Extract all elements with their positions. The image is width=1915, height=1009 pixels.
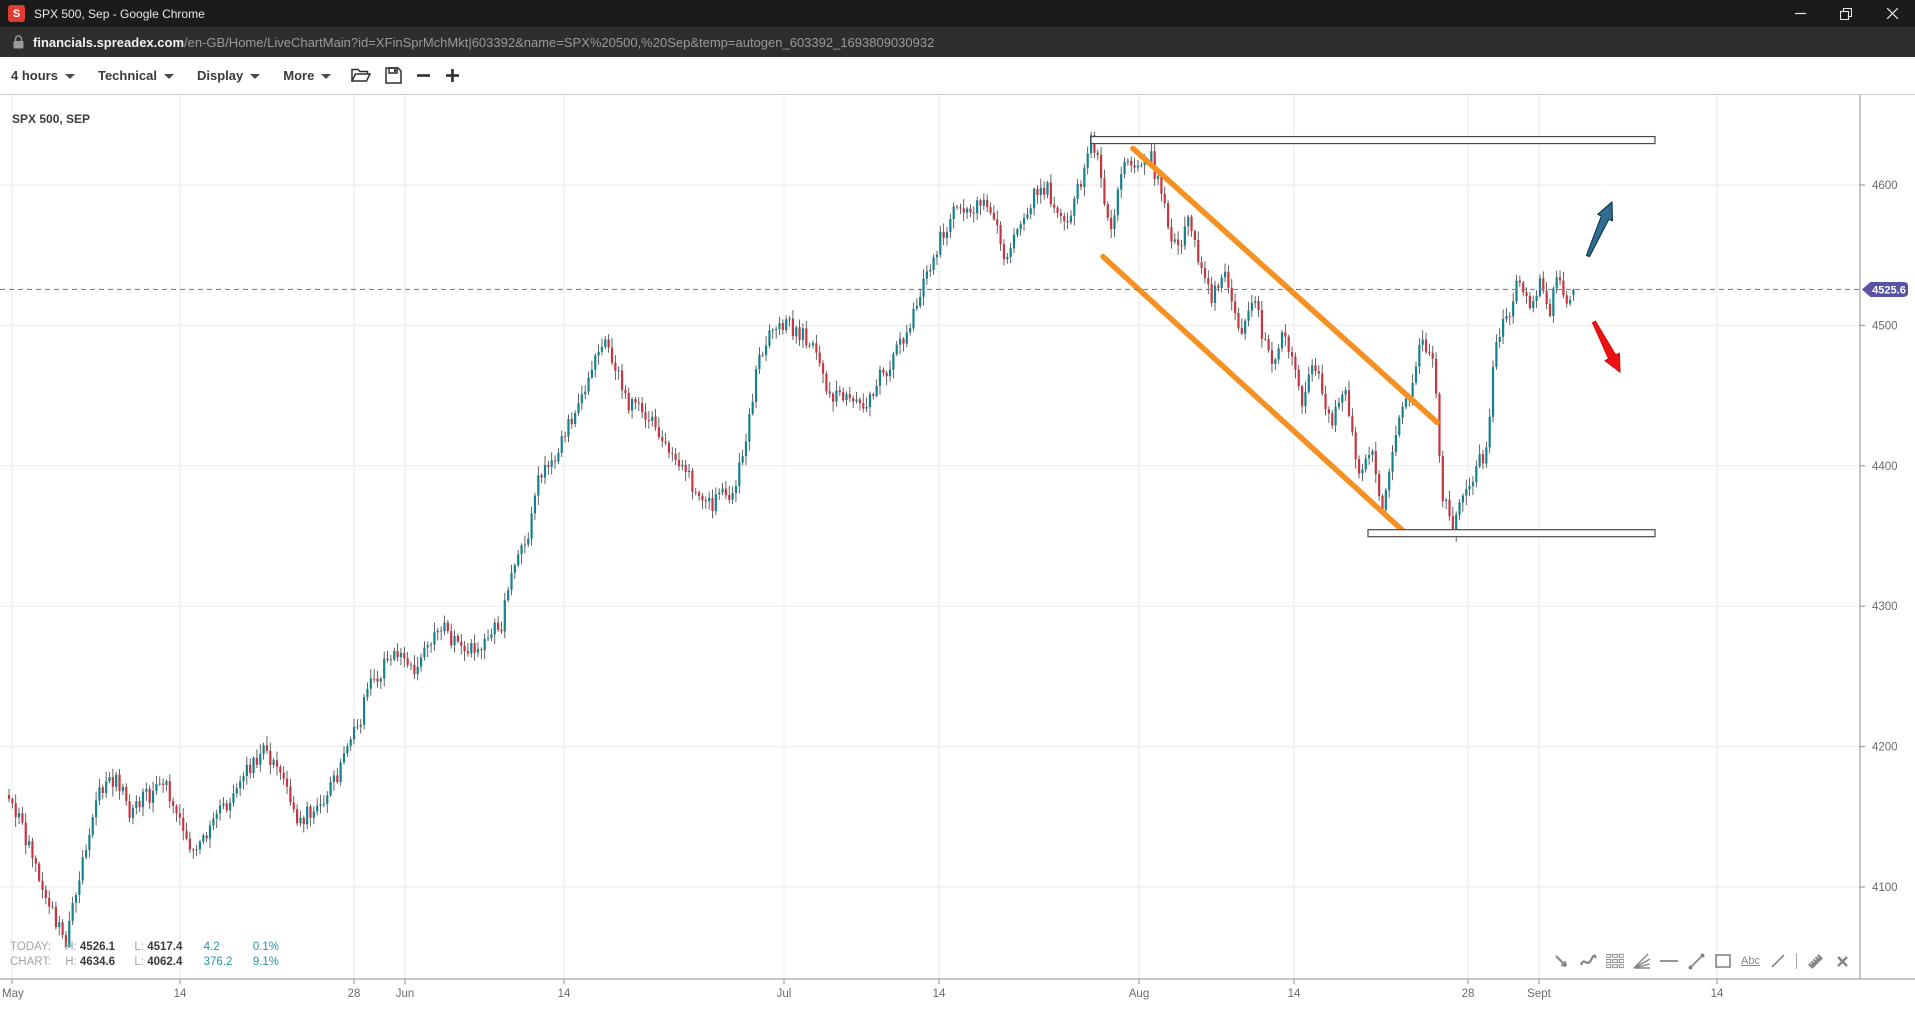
y-tick-label: 4100 bbox=[1872, 882, 1898, 894]
channel-lower-line[interactable] bbox=[1100, 253, 1407, 535]
chevron-down-icon bbox=[64, 74, 75, 79]
close-button[interactable] bbox=[1869, 0, 1915, 27]
display-dropdown-label: Display bbox=[196, 68, 244, 83]
x-tick-label: 28 bbox=[348, 988, 361, 1000]
restore-icon bbox=[1840, 7, 1852, 20]
low-prefix: L: bbox=[134, 956, 144, 968]
fan-lines-tool[interactable] bbox=[1633, 952, 1651, 970]
url-path: /en-GB/Home/LiveChartMain?id=XFinSprMchM… bbox=[184, 34, 935, 50]
y-tick-label: 4600 bbox=[1872, 180, 1898, 192]
save-icon bbox=[385, 67, 403, 84]
price-badge bbox=[1862, 281, 1908, 297]
timeframe-dropdown[interactable]: 4 hours bbox=[5, 64, 81, 87]
stats-chart-row: CHART: H: 4634.6 L: 4062.4 376.2 9.1% bbox=[10, 955, 279, 970]
spreadex-logo-icon: S bbox=[8, 5, 25, 22]
candlestick-chart[interactable]: May 14 28 Jun 14 Jul 14 Aug 14 28 Sept 14 4600 4500 44… bbox=[0, 95, 1915, 1009]
restore-button[interactable] bbox=[1823, 0, 1869, 27]
url-domain: financials.spreadex.com bbox=[33, 34, 185, 50]
low-prefix: L: bbox=[134, 941, 144, 953]
high-prefix: H: bbox=[65, 941, 77, 953]
today-label: TODAY: bbox=[10, 941, 52, 953]
chart-label: CHART: bbox=[10, 956, 52, 968]
timeframe-dropdown-label: 4 hours bbox=[11, 68, 58, 83]
y-tick-label: 4200 bbox=[1872, 742, 1898, 754]
url-bar[interactable]: financials.spreadex.com/en-GB/Home/LiveC… bbox=[0, 27, 1915, 57]
window-titlebar: S SPX 500, Sep - Google Chrome bbox=[0, 0, 1915, 27]
toolbar-separator bbox=[1796, 953, 1797, 969]
more-dropdown-label: More bbox=[283, 68, 315, 83]
rectangle-tool[interactable] bbox=[1714, 952, 1732, 970]
zoom-out-button[interactable] bbox=[416, 68, 431, 83]
pointer-arrow-tool[interactable] bbox=[1552, 952, 1570, 970]
delete-x-tool[interactable] bbox=[1833, 952, 1851, 970]
technical-dropdown-label: Technical bbox=[97, 68, 157, 83]
lock-icon bbox=[13, 35, 24, 49]
x-tick-label: 14 bbox=[174, 988, 187, 1000]
high-prefix: H: bbox=[65, 956, 77, 968]
ruler-tool[interactable] bbox=[1806, 952, 1824, 970]
stats-today-row: TODAY: H: 4526.1 L: 4517.4 4.2 0.1% bbox=[10, 940, 279, 955]
minimize-button[interactable] bbox=[1777, 0, 1823, 27]
freehand-curve-tool[interactable] bbox=[1579, 952, 1597, 970]
channel-upper-line[interactable] bbox=[1130, 145, 1440, 426]
today-change-value: 4.2 bbox=[203, 941, 220, 953]
zoom-out-icon bbox=[417, 74, 431, 77]
x-tick-label: Sept bbox=[1527, 988, 1551, 1000]
bullish-arrow[interactable] bbox=[1585, 201, 1614, 258]
resistance-line[interactable] bbox=[1090, 135, 1656, 145]
open-folder-icon bbox=[351, 68, 372, 82]
candles-group bbox=[7, 131, 1575, 948]
minimize-icon bbox=[1794, 12, 1806, 15]
chart-stats: TODAY: H: 4526.1 L: 4517.4 4.2 0.1% CHAR… bbox=[10, 940, 279, 970]
technical-dropdown[interactable]: Technical bbox=[92, 64, 180, 87]
window-title: SPX 500, Sep - Google Chrome bbox=[34, 6, 205, 21]
bearish-arrow[interactable] bbox=[1591, 320, 1621, 373]
zoom-in-icon bbox=[446, 69, 460, 82]
chevron-down-icon bbox=[163, 74, 174, 79]
zoom-in-button[interactable] bbox=[445, 68, 460, 83]
display-dropdown[interactable]: Display bbox=[191, 64, 266, 87]
drawing-toolbar: Abc bbox=[1552, 948, 1851, 974]
open-folder-button[interactable] bbox=[351, 67, 372, 84]
more-dropdown[interactable]: More bbox=[277, 64, 337, 87]
support-line[interactable] bbox=[1367, 529, 1656, 538]
chart-toolbar: 4 hours Technical Display More bbox=[0, 57, 1915, 95]
x-tick-label: May bbox=[2, 988, 24, 1000]
y-tick-label: 4400 bbox=[1872, 461, 1898, 473]
today-change-pct: 0.1% bbox=[252, 941, 280, 953]
text-tool[interactable]: Abc bbox=[1741, 955, 1760, 967]
chevron-down-icon bbox=[250, 74, 261, 79]
chevron-down-icon bbox=[321, 74, 332, 79]
trend-line-tool[interactable] bbox=[1687, 952, 1705, 970]
y-tick-label: 4300 bbox=[1872, 601, 1898, 613]
chart-area[interactable]: May 14 28 Jun 14 Jul 14 Aug 14 28 Sept 14 4600 4500 44… bbox=[0, 95, 1915, 1009]
x-tick-label: Aug bbox=[1129, 988, 1149, 1000]
horizontal-line-tool[interactable] bbox=[1660, 952, 1679, 970]
grid-tool[interactable] bbox=[1606, 952, 1625, 970]
save-button[interactable] bbox=[385, 67, 403, 84]
today-high-value: 4526.1 bbox=[79, 941, 116, 953]
chart-range-pct: 9.1% bbox=[252, 956, 280, 968]
x-tick-label: Jun bbox=[396, 988, 415, 1000]
chart-range-value: 376.2 bbox=[203, 956, 233, 968]
x-tick-label: 14 bbox=[558, 988, 571, 1000]
y-tick-label: 4500 bbox=[1872, 320, 1898, 332]
chart-high-value: 4634.6 bbox=[79, 956, 116, 968]
url-text: financials.spreadex.com/en-GB/Home/LiveC… bbox=[33, 35, 934, 50]
x-tick-label: 14 bbox=[1288, 988, 1301, 1000]
price-badge-value: 4525.6 bbox=[1872, 284, 1906, 296]
x-tick-label: 14 bbox=[1711, 988, 1724, 1000]
today-low-value: 4517.4 bbox=[147, 941, 183, 953]
x-tick-label: 14 bbox=[933, 988, 946, 1000]
chart-symbol-label: SPX 500, SEP bbox=[12, 112, 91, 126]
diagonal-line-tool[interactable] bbox=[1769, 952, 1787, 970]
chart-low-value: 4062.4 bbox=[147, 956, 183, 968]
close-icon bbox=[1886, 8, 1898, 19]
x-tick-label: 28 bbox=[1462, 988, 1475, 1000]
x-tick-label: Jul bbox=[777, 988, 792, 1000]
